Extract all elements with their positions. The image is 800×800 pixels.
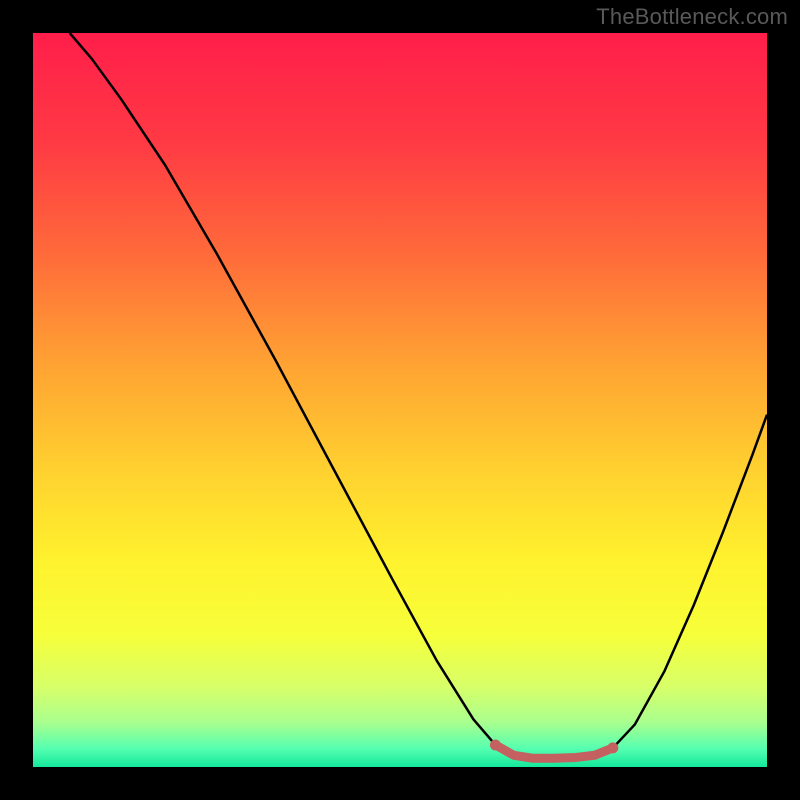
bottleneck-curve-chart — [33, 33, 767, 767]
chart-svg — [33, 33, 767, 767]
chart-canvas: TheBottleneck.com — [0, 0, 800, 800]
watermark-text: TheBottleneck.com — [596, 4, 788, 30]
bottom-highlight-dot-right — [607, 742, 618, 753]
bottom-highlight-dot-left — [490, 739, 501, 750]
chart-background — [33, 33, 767, 767]
